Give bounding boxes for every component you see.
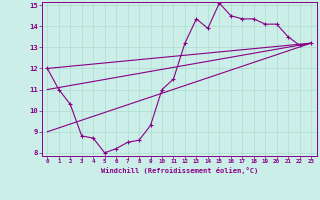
X-axis label: Windchill (Refroidissement éolien,°C): Windchill (Refroidissement éolien,°C): [100, 167, 258, 174]
